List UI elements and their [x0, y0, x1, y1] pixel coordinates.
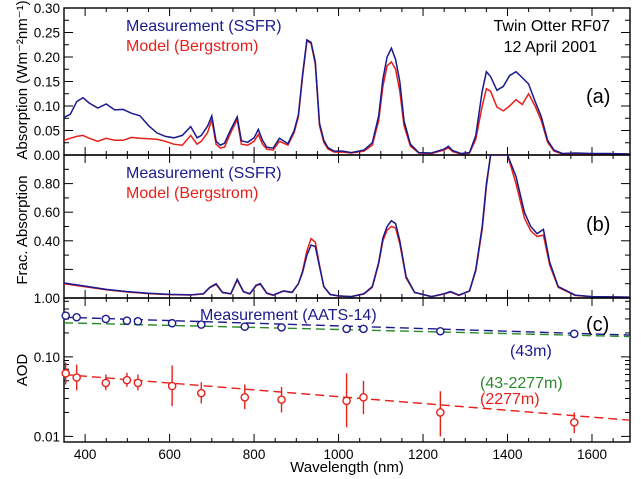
data-point — [359, 324, 368, 334]
x-tick-label: 800 — [243, 447, 266, 462]
y-tick-label: 0.10 — [34, 350, 60, 365]
data-point — [359, 393, 368, 402]
panel-c-letter: (c) — [586, 314, 609, 336]
x-tick-label: 1000 — [324, 447, 354, 462]
y-tick-label: 0.00 — [34, 148, 60, 163]
panel-b: 1.00 0.40 0.60 0.80 Measurement (SSFR) Mode… — [14, 154, 631, 306]
measurement-line — [64, 155, 630, 298]
panel-c-ylabel: AOD — [14, 354, 31, 387]
panel-c-label-43m: (43m) — [510, 343, 552, 360]
panel-c-legend-title: Measurement (AATS-14) — [200, 307, 377, 324]
data-point — [196, 320, 206, 329]
panel-c-xticks: 400 600 800 1000 1200 1400 1600 — [63, 298, 614, 462]
data-point — [569, 329, 579, 339]
data-point — [122, 316, 132, 326]
data-point — [133, 317, 143, 326]
x-tick-label: 400 — [74, 447, 97, 462]
panel-a-annotation-line2: 12 April 2001 — [504, 39, 598, 56]
data-point — [167, 318, 177, 328]
y-tick-label: 0.25 — [34, 26, 60, 41]
panel-b-ylabel: Frac. Absorption — [14, 175, 31, 284]
panel-c-series — [61, 311, 631, 437]
data-point — [240, 393, 250, 402]
panel-c: 0.10 0.01 400 600 800 1000 1200 1400 1600 Measu… — [14, 297, 631, 476]
panel-b-letter: (b) — [586, 214, 610, 236]
panel-c-label-2277m: (2277m) — [480, 391, 540, 408]
data-point — [196, 388, 206, 398]
y-tick-label: 0.30 — [34, 1, 60, 16]
panel-a-ylabel: Absorption (Wm⁻²nm⁻¹) — [14, 0, 31, 159]
y-tick-label: 0.05 — [34, 124, 60, 139]
data-point — [277, 323, 286, 332]
data-point — [61, 311, 70, 320]
data-point — [101, 314, 111, 324]
data-point — [167, 381, 177, 391]
panel-c-xlabel: Wavelength (nm) — [290, 459, 404, 476]
y-tick-label: 0.01 — [34, 429, 60, 444]
data-point — [61, 369, 70, 378]
panel-a-series — [64, 38, 630, 155]
x-tick-label: 1400 — [492, 447, 522, 462]
data-point — [342, 396, 351, 406]
x-tick-label: 1600 — [577, 447, 607, 462]
data-point — [569, 418, 579, 427]
y-tick-label: 0.15 — [34, 75, 60, 90]
y-tick-label: 0.20 — [34, 50, 60, 65]
data-point — [436, 408, 445, 417]
panel-a-annotation-line1: Twin Otter RF07 — [494, 18, 611, 35]
y-tick-label: 0.60 — [34, 205, 60, 220]
data-point — [240, 322, 250, 331]
data-point — [133, 378, 143, 388]
panel-a-yticks: 0.00 0.05 0.10 0.15 0.20 0.25 0.30 — [34, 1, 630, 163]
data-point — [72, 312, 81, 322]
data-point — [436, 326, 445, 336]
measurement-line — [64, 38, 630, 155]
panel-b-legend-model: Model (Bergstrom) — [126, 185, 258, 202]
panel-b-series — [64, 155, 630, 298]
y-tick-label: 0.40 — [34, 234, 60, 249]
x-tick-label: 600 — [158, 447, 181, 462]
data-point — [72, 373, 81, 382]
y-tick-label: 0.80 — [34, 177, 60, 192]
panel-a: 0.00 0.05 0.10 0.15 0.20 0.25 0.30 Measurement… — [14, 0, 631, 163]
data-point — [277, 395, 286, 404]
panel-b-legend-measurement: Measurement (SSFR) — [126, 165, 282, 182]
y-tick-label: 1.00 — [34, 291, 60, 306]
panel-c-label-43-2277m: (43-2277m) — [480, 375, 563, 392]
panel-a-legend-model: Model (Bergstrom) — [126, 38, 258, 55]
data-point — [122, 375, 132, 385]
panel-a-legend-measurement: Measurement (SSFR) — [126, 18, 282, 35]
data-point — [101, 378, 111, 388]
y-tick-label: 0.10 — [34, 99, 60, 114]
x-tick-label: 1200 — [408, 447, 438, 462]
model-line — [64, 39, 630, 155]
panel-c-yticks: 0.10 0.01 — [34, 300, 630, 444]
data-point — [342, 324, 351, 334]
panel-a-letter: (a) — [586, 86, 610, 108]
